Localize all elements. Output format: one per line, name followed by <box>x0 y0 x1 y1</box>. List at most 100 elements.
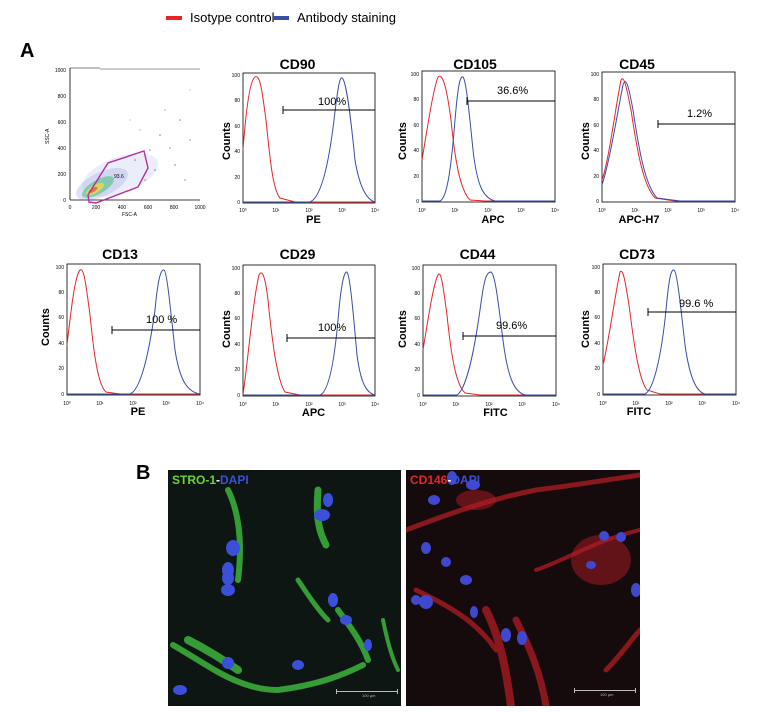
x-axis-label: FITC <box>483 407 508 419</box>
scale-text: 100 µm <box>600 692 614 697</box>
svg-text:10³: 10³ <box>698 401 706 407</box>
svg-text:20: 20 <box>594 366 600 372</box>
svg-text:100: 100 <box>232 266 241 272</box>
scale-bar <box>336 689 398 694</box>
counterstain-label: DAPI <box>220 473 249 487</box>
separator: - <box>447 473 452 487</box>
histogram-cd73: CD73 0 20 40 60 80 100 10⁰ 10¹ 10² 10³ 10⁴ 99.6 %… <box>565 240 765 420</box>
legend-item-isotype: Isotype control <box>166 10 275 25</box>
svg-text:10¹: 10¹ <box>272 402 280 408</box>
svg-text:10²: 10² <box>305 402 313 408</box>
svg-text:0: 0 <box>61 392 64 398</box>
svg-text:40: 40 <box>234 149 240 155</box>
y-axis-label: Counts <box>40 308 52 346</box>
svg-text:10⁰: 10⁰ <box>63 401 71 407</box>
svg-text:10⁴: 10⁴ <box>731 208 739 214</box>
x-axis-label: FITC <box>626 406 652 418</box>
gate-polygon <box>87 150 149 204</box>
svg-text:100: 100 <box>232 73 241 79</box>
x-axis-label: APC <box>481 214 505 226</box>
svg-text:40: 40 <box>413 148 419 154</box>
svg-text:600: 600 <box>58 120 67 126</box>
histogram-svg: 0 20 40 60 80 100 10⁰ 10¹ 10² 10³ 10⁴ <box>592 263 740 407</box>
y-axis-label: Counts <box>221 310 233 348</box>
svg-text:80: 80 <box>594 290 600 296</box>
svg-text:10⁰: 10⁰ <box>239 402 247 408</box>
svg-text:40: 40 <box>58 341 64 347</box>
svg-text:10⁴: 10⁴ <box>371 402 379 408</box>
x-axis-label: PE <box>130 406 146 418</box>
svg-text:400: 400 <box>58 146 67 152</box>
svg-text:60: 60 <box>234 316 240 322</box>
x-axis-label: APC <box>301 407 326 419</box>
svg-text:10¹: 10¹ <box>632 401 640 407</box>
scatter-plot-fsc-ssc: 0 200 400 600 800 1000 0 200 400 600 800… <box>40 60 210 230</box>
svg-text:80: 80 <box>413 97 419 103</box>
svg-text:20: 20 <box>413 174 419 180</box>
svg-text:60: 60 <box>594 315 600 321</box>
y-axis-label: Counts <box>221 122 233 160</box>
svg-text:10³: 10³ <box>338 402 346 408</box>
svg-text:10³: 10³ <box>518 402 526 408</box>
svg-text:20: 20 <box>234 367 240 373</box>
x-axis-label: PE <box>306 214 321 226</box>
svg-text:10⁰: 10⁰ <box>239 208 247 214</box>
micrograph-stro1-dapi: STRO-1-DAPI 100 µm <box>168 470 401 706</box>
gate-percent: 99.6 % <box>679 298 714 310</box>
y-axis-label: Counts <box>397 310 409 348</box>
y-axis-label: Counts <box>580 122 592 160</box>
svg-text:0: 0 <box>69 205 72 211</box>
svg-text:40: 40 <box>234 342 240 348</box>
marker-label: CD146 <box>410 473 448 487</box>
svg-text:60: 60 <box>593 123 599 129</box>
separator: - <box>216 473 221 487</box>
svg-text:200: 200 <box>92 205 101 211</box>
svg-text:0: 0 <box>597 392 600 398</box>
histogram-cd90: CD90 0 20 40 60 80 100 10⁰ 10¹ 10² 10³ 10⁴ 100% P… <box>210 50 385 230</box>
scatter-xlabel: FSC-A <box>122 212 137 218</box>
svg-text:80: 80 <box>414 291 420 297</box>
gate-percent: 100% <box>318 322 347 334</box>
legend-swatch-blue <box>273 15 289 20</box>
svg-text:40: 40 <box>593 148 599 154</box>
svg-text:10⁰: 10⁰ <box>599 401 607 407</box>
gate-percent: 99.6% <box>496 320 528 332</box>
gate-percent: 100 % <box>146 314 178 326</box>
histogram-cd29: CD29 0 20 40 60 80 100 10⁰ 10¹ 10² 10³ 10⁴ 100% A… <box>210 240 385 420</box>
svg-text:10¹: 10¹ <box>451 208 459 214</box>
svg-text:600: 600 <box>144 205 153 211</box>
plot-title: CD44 <box>459 246 496 262</box>
svg-text:800: 800 <box>58 94 67 100</box>
svg-text:10¹: 10¹ <box>272 208 280 214</box>
svg-text:0: 0 <box>237 393 240 399</box>
svg-text:0: 0 <box>417 393 420 399</box>
plot-title: CD90 <box>279 56 316 72</box>
svg-text:0: 0 <box>237 200 240 206</box>
svg-text:100: 100 <box>412 266 421 272</box>
histogram-svg: 0 20 40 60 80 100 10⁰ 10¹ 10² 10³ 10⁴ <box>591 71 739 214</box>
micrograph-label: STRO-1-DAPI <box>172 473 249 487</box>
legend-item-antibody: Antibody staining <box>273 10 396 25</box>
gate-percent: 1.2% <box>687 108 713 120</box>
legend-label: Antibody staining <box>297 10 397 25</box>
svg-text:10³: 10³ <box>697 208 705 214</box>
svg-text:40: 40 <box>414 342 420 348</box>
gate-percent: 100% <box>318 96 347 108</box>
panel-letter-b: B <box>136 462 151 484</box>
legend: Isotype control Antibody staining <box>0 10 769 30</box>
plot-title: CD13 <box>102 246 138 262</box>
svg-text:10²: 10² <box>664 208 672 214</box>
scale-bar <box>574 688 636 693</box>
x-axis-label: APC-H7 <box>618 214 660 226</box>
gate-percent: 36.6% <box>497 85 529 97</box>
svg-text:20: 20 <box>58 366 64 372</box>
svg-text:60: 60 <box>58 315 64 321</box>
svg-text:10⁴: 10⁴ <box>551 208 559 214</box>
svg-text:10³: 10³ <box>162 401 170 407</box>
marker-label: STRO-1 <box>172 473 217 487</box>
histogram-cd105: CD105 0 20 40 60 80 100 10⁰ 10¹ 10² 10³ 10⁴ 36.6%… <box>385 50 565 230</box>
svg-text:10²: 10² <box>484 208 492 214</box>
legend-swatch-red <box>166 15 182 20</box>
histogram-svg: 0 20 40 60 80 100 10⁰ 10¹ 10² 10³ 10⁴ <box>56 263 204 407</box>
svg-text:100: 100 <box>592 265 601 271</box>
